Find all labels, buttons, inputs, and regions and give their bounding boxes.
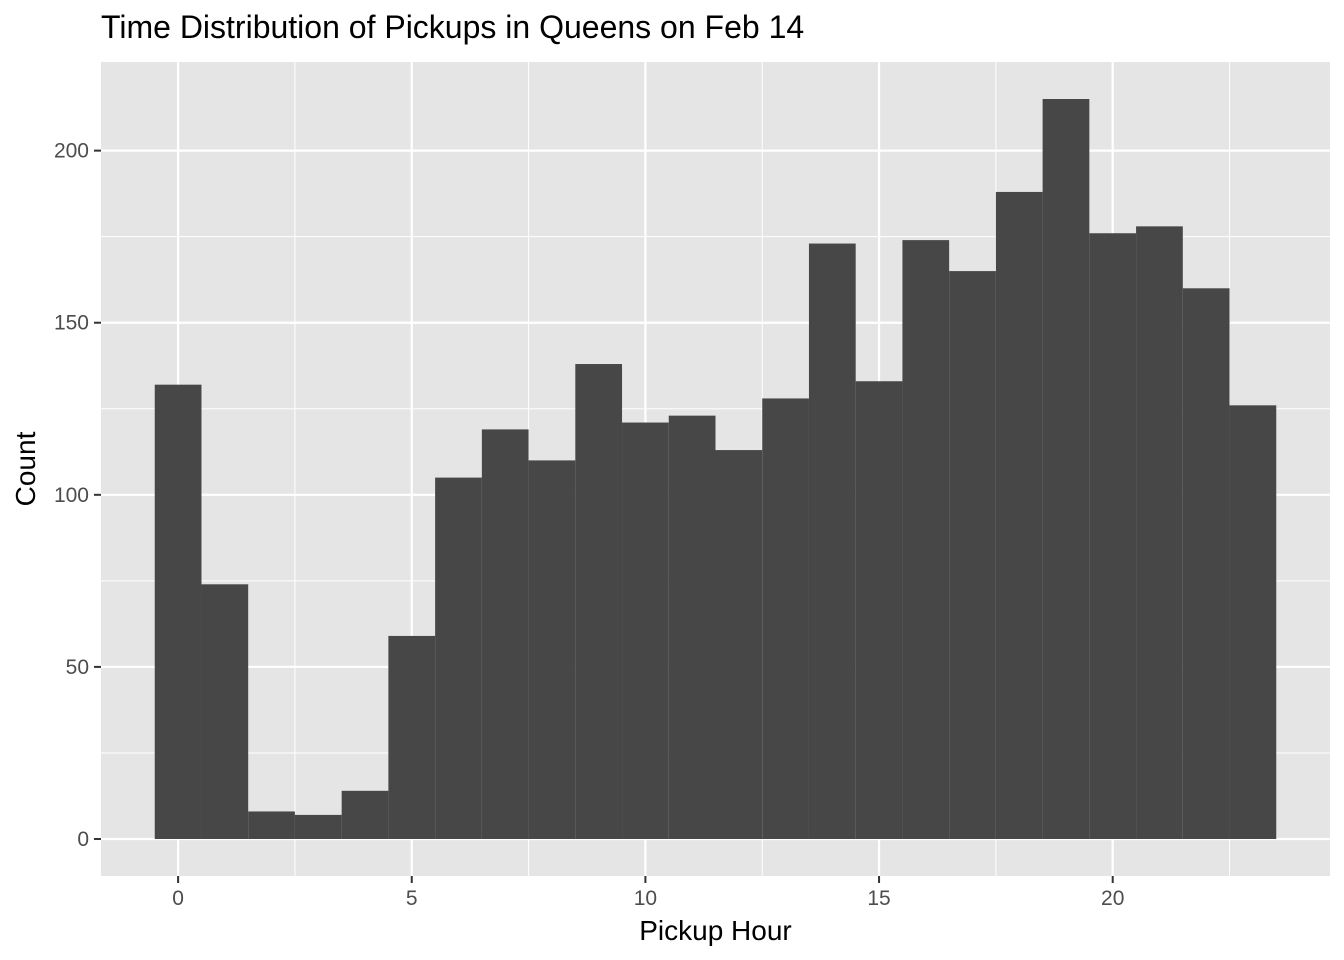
x-tick-label: 0 bbox=[172, 887, 184, 910]
histogram-bar bbox=[481, 429, 529, 839]
chart-title: Time Distribution of Pickups in Queens o… bbox=[101, 9, 804, 45]
y-tick-label: 200 bbox=[54, 140, 89, 163]
x-axis-title: Pickup Hour bbox=[639, 915, 792, 946]
y-tick-label: 100 bbox=[54, 484, 89, 507]
x-tick-label: 20 bbox=[1101, 887, 1124, 910]
histogram-bar bbox=[575, 364, 623, 839]
x-tick-label: 5 bbox=[406, 887, 418, 910]
histogram-bar bbox=[1042, 99, 1090, 839]
histogram-bar bbox=[622, 422, 669, 839]
x-axis: 0 5 10 15 20 bbox=[172, 876, 1124, 910]
histogram-bar bbox=[388, 635, 436, 839]
histogram-bar bbox=[949, 271, 996, 839]
histogram-bar bbox=[855, 381, 903, 839]
histogram-bar bbox=[294, 814, 342, 839]
y-axis-title: Count bbox=[10, 431, 41, 506]
histogram-bar bbox=[762, 398, 809, 839]
histogram-bar bbox=[341, 790, 389, 839]
histogram-bar bbox=[248, 811, 295, 839]
histogram-bar bbox=[1182, 288, 1230, 839]
histogram-bar bbox=[435, 477, 482, 839]
histogram-bar bbox=[1089, 233, 1137, 840]
histogram-bar bbox=[995, 191, 1043, 839]
histogram-bar bbox=[902, 240, 950, 839]
histogram-bar bbox=[1136, 226, 1183, 840]
y-tick-label: 50 bbox=[66, 656, 89, 679]
y-tick-label: 0 bbox=[77, 828, 89, 851]
y-axis: 0 50 100 150 200 bbox=[54, 140, 101, 851]
histogram-bar bbox=[715, 450, 763, 839]
histogram-bars bbox=[154, 99, 1277, 840]
histogram-bar bbox=[154, 384, 202, 839]
histogram-bar bbox=[201, 584, 249, 839]
x-tick-label: 10 bbox=[634, 887, 657, 910]
histogram-bar bbox=[808, 243, 856, 840]
y-tick-label: 150 bbox=[54, 312, 89, 335]
x-tick-label: 15 bbox=[867, 887, 890, 910]
histogram-bar bbox=[1229, 405, 1277, 839]
histogram-bar bbox=[668, 415, 716, 839]
histogram-bar bbox=[528, 460, 576, 839]
